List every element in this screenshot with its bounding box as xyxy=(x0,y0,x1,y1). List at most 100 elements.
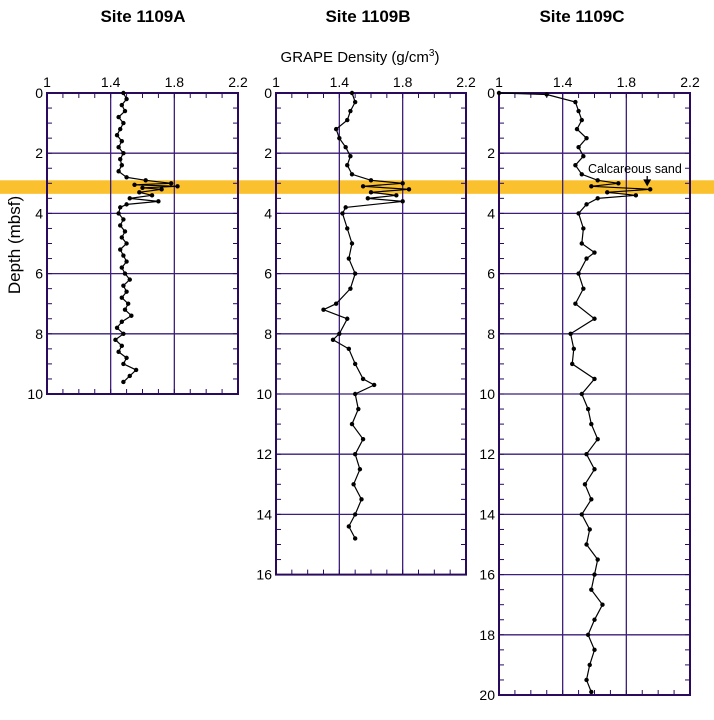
data-point xyxy=(360,436,366,442)
x-tick-label: 1.4 xyxy=(553,74,573,90)
data-point xyxy=(592,250,597,255)
data-point xyxy=(581,226,586,231)
x-tick-label: 2.2 xyxy=(680,74,700,90)
data-point xyxy=(124,259,129,264)
data-point xyxy=(348,108,353,114)
data-point xyxy=(121,90,126,96)
data-point xyxy=(133,367,139,373)
data-point xyxy=(143,178,148,183)
data-point xyxy=(121,379,126,385)
panel-site-0: Site 1109A 1 1.4 1.8 2.2 0 2 4 6 8 10 xyxy=(27,7,248,402)
data-point xyxy=(121,361,126,367)
panel-title: Site 1109B xyxy=(325,7,410,26)
data-point xyxy=(579,512,584,517)
calcareous-sand-annotation: Calcareous sand xyxy=(588,162,682,176)
data-point xyxy=(352,271,358,276)
data-point xyxy=(576,271,581,276)
data-point xyxy=(592,572,597,577)
data-point xyxy=(357,467,363,472)
data-point xyxy=(175,184,180,189)
data-point xyxy=(119,319,125,324)
data-point xyxy=(333,126,339,132)
data-point xyxy=(544,92,549,97)
x-tick-label: 1.8 xyxy=(617,74,637,90)
data-point xyxy=(579,241,584,246)
data-point xyxy=(573,301,578,306)
data-point xyxy=(351,482,356,487)
data-point xyxy=(356,406,361,412)
data-point xyxy=(595,196,600,201)
y-tick-label: 14 xyxy=(479,506,495,522)
y-tick-label: 12 xyxy=(256,446,272,462)
data-point xyxy=(581,286,586,291)
data-point xyxy=(648,187,653,192)
data-point xyxy=(140,185,145,191)
y-tick-label: 6 xyxy=(487,266,495,282)
data-point xyxy=(345,316,350,321)
data-point xyxy=(118,205,123,210)
y-tick-label: 8 xyxy=(487,326,495,342)
data-point xyxy=(116,349,121,355)
data-point xyxy=(345,226,350,231)
data-point xyxy=(584,452,589,457)
data-point xyxy=(349,172,355,177)
data-point xyxy=(124,202,129,207)
data-point xyxy=(127,277,132,282)
y-tick-label: 8 xyxy=(35,326,43,342)
data-point xyxy=(585,406,591,412)
data-point xyxy=(119,163,125,168)
y-tick-label: 16 xyxy=(479,567,495,583)
y-tick-label: 4 xyxy=(264,205,272,221)
data-point xyxy=(595,178,600,183)
data-point xyxy=(573,99,578,105)
data-point xyxy=(579,391,584,397)
data-point xyxy=(346,346,352,352)
panel-background xyxy=(47,93,238,394)
data-point xyxy=(400,199,405,204)
x-tick-label: 1 xyxy=(272,74,280,90)
data-point xyxy=(571,346,577,352)
data-point xyxy=(124,96,129,102)
data-point xyxy=(589,184,594,189)
y-axis-label: Depth (mbsf) xyxy=(5,196,24,294)
shared-x-axis-label: GRAPE Density (g/cm3) xyxy=(281,48,440,66)
data-point xyxy=(589,587,594,592)
data-point xyxy=(124,175,129,180)
y-tick-label: 18 xyxy=(479,627,495,643)
data-point xyxy=(589,689,594,695)
y-tick-label: 16 xyxy=(256,567,272,583)
data-point xyxy=(127,373,132,379)
data-point xyxy=(595,436,600,442)
data-point xyxy=(570,361,575,367)
y-tick-label: 0 xyxy=(264,85,272,101)
data-point xyxy=(121,283,126,288)
data-point xyxy=(149,193,155,198)
data-point xyxy=(576,108,581,114)
data-point xyxy=(345,117,350,123)
data-point xyxy=(352,512,358,517)
y-tick-label: 10 xyxy=(479,386,495,402)
data-point xyxy=(343,205,348,210)
panel-title: Site 1109A xyxy=(100,7,185,26)
data-point xyxy=(496,90,502,96)
data-point xyxy=(159,187,164,192)
data-point xyxy=(116,144,121,150)
data-point xyxy=(579,117,584,123)
panel-frame xyxy=(46,92,239,395)
panel-title: Site 1109C xyxy=(539,7,624,26)
data-point xyxy=(579,172,584,177)
data-point xyxy=(600,602,605,607)
data-point xyxy=(360,376,366,382)
data-point xyxy=(582,482,588,487)
data-point xyxy=(121,331,126,336)
data-point xyxy=(592,316,597,321)
data-point xyxy=(114,132,120,138)
y-tick-label: 8 xyxy=(264,326,272,342)
data-point xyxy=(576,144,581,150)
data-point xyxy=(349,241,355,246)
data-point xyxy=(352,361,358,367)
y-tick-label: 12 xyxy=(479,446,495,462)
data-point xyxy=(584,542,589,547)
x-tick-label: 2.2 xyxy=(228,74,248,90)
